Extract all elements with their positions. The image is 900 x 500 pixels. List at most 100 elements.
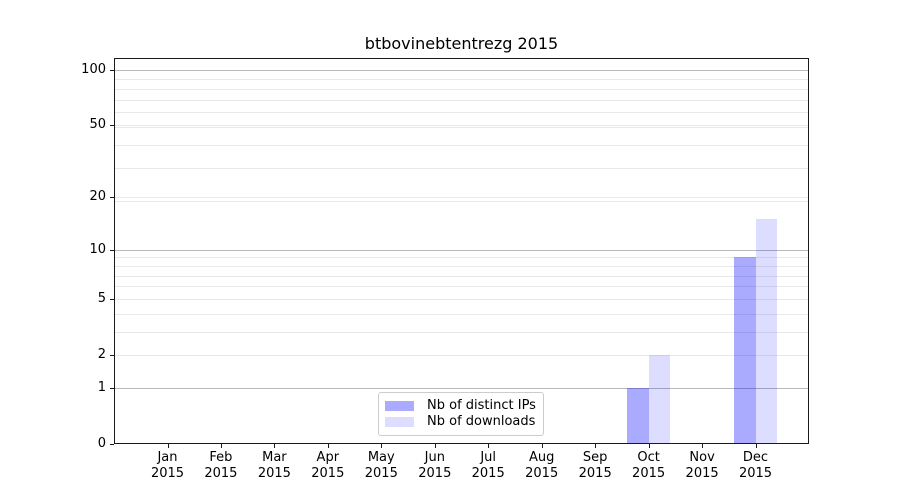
legend-label-distinct-ips: Nb of distinct IPs: [427, 398, 536, 413]
x-tick-label-year: 2015: [257, 466, 291, 481]
x-tick-mark: [541, 444, 543, 448]
x-tick-label: Jun 2015: [390, 450, 480, 482]
legend-item-distinct-ips: Nb of distinct IPs: [385, 398, 536, 414]
x-tick-label-year: 2015: [685, 466, 719, 481]
bars-layer: [115, 59, 808, 443]
x-tick-mark: [434, 444, 436, 448]
x-tick-label: Nov 2015: [657, 450, 747, 482]
x-tick-label: Apr 2015: [283, 450, 373, 482]
legend-swatch-downloads: [385, 417, 414, 427]
minor-gridline: [115, 201, 808, 203]
x-tick-label-year: 2015: [471, 466, 505, 481]
x-tick-label-month: Oct: [637, 450, 660, 465]
x-tick-label-month: Dec: [742, 450, 769, 465]
bar-downloads: [755, 219, 777, 443]
x-tick-label: Dec 2015: [711, 450, 801, 482]
x-tick-mark: [327, 444, 329, 448]
minor-gridline: [115, 168, 808, 170]
x-tick-mark: [167, 444, 169, 448]
minor-gridline: [115, 257, 808, 259]
major-gridline: [115, 355, 808, 356]
x-tick-label-year: 2015: [632, 466, 666, 481]
minor-gridline: [115, 112, 808, 114]
x-tick-label-month: Aug: [528, 450, 555, 465]
x-tick-label-year: 2015: [418, 466, 452, 481]
x-tick-label-month: Apr: [316, 450, 340, 465]
y-tick-mark: [110, 125, 114, 127]
bar-downloads: [648, 355, 670, 443]
x-tick-label-year: 2015: [311, 466, 345, 481]
y-tick-label: 20: [89, 189, 106, 205]
y-tick-mark: [110, 70, 114, 71]
x-tick-label: May 2015: [336, 450, 426, 482]
chart-title: btbovinebtentrezg 2015: [364, 34, 559, 53]
y-tick-label: 100: [81, 62, 106, 77]
bar-distinct-ips: [734, 257, 756, 443]
x-tick-label: Jan 2015: [123, 450, 213, 482]
major-gridline: [115, 70, 808, 71]
x-tick-mark: [220, 444, 222, 448]
y-tick-mark: [110, 197, 114, 199]
x-tick-label: Sep 2015: [550, 450, 640, 482]
x-tick-label-year: 2015: [578, 466, 612, 481]
y-tick-label: 50: [89, 117, 106, 133]
major-gridline: [115, 298, 808, 300]
x-tick-mark: [488, 444, 490, 448]
y-tick-mark: [110, 444, 114, 445]
y-tick-mark: [110, 298, 114, 300]
x-tick-mark: [274, 444, 276, 448]
minor-gridline: [115, 265, 808, 267]
major-gridline: [115, 249, 808, 251]
minor-gridline: [115, 127, 808, 128]
x-tick-mark: [595, 444, 597, 448]
x-tick-label-year: 2015: [738, 466, 773, 481]
x-tick-label-month: Sep: [582, 450, 608, 465]
y-tick-mark: [110, 249, 114, 251]
major-gridline: [115, 387, 808, 389]
x-tick-mark: [702, 444, 704, 448]
x-tick-mark: [755, 444, 757, 448]
x-tick-label-year: 2015: [150, 466, 185, 481]
x-tick-label-month: May: [367, 450, 395, 465]
y-tick-label: 10: [89, 241, 106, 257]
bar-distinct-ips: [627, 387, 649, 443]
x-tick-label-month: Jun: [424, 450, 445, 465]
y-tick-label: 2: [97, 347, 106, 362]
x-tick-label: Oct 2015: [604, 450, 694, 482]
x-tick-mark: [648, 444, 650, 448]
x-tick-label-year: 2015: [204, 466, 238, 481]
x-tick-label-month: Jul: [480, 450, 497, 465]
x-tick-label-month: Mar: [262, 450, 287, 465]
minor-gridline: [115, 286, 808, 288]
x-tick-label: Jul 2015: [443, 450, 533, 482]
minor-gridline: [115, 79, 808, 81]
minor-gridline: [115, 313, 808, 315]
y-tick-label: 1: [97, 379, 106, 395]
x-tick-label-month: Feb: [209, 450, 233, 465]
minor-gridline: [115, 99, 808, 101]
y-tick-label: 5: [97, 290, 106, 306]
x-tick-label: Aug 2015: [497, 450, 587, 482]
major-gridline: [115, 197, 808, 199]
x-tick-label-year: 2015: [364, 466, 398, 481]
y-tick-label: 0: [97, 436, 106, 451]
minor-gridline: [115, 331, 808, 333]
x-tick-label-month: Jan: [157, 450, 178, 465]
major-gridline: [115, 125, 808, 127]
legend: Nb of distinct IPs Nb of downloads: [378, 392, 544, 436]
x-tick-label-month: Nov: [689, 450, 715, 465]
legend-item-downloads: Nb of downloads: [385, 414, 535, 430]
x-tick-label: Feb 2015: [176, 450, 266, 482]
x-tick-label-year: 2015: [525, 466, 559, 481]
x-tick-mark: [381, 444, 383, 448]
minor-gridline: [115, 88, 808, 90]
y-tick-mark: [110, 387, 114, 389]
grid-layer: [115, 59, 808, 443]
minor-gridline: [115, 145, 808, 147]
legend-label-downloads: Nb of downloads: [427, 414, 536, 429]
minor-gridline: [115, 275, 808, 277]
legend-swatch-distinct-ips: [385, 401, 414, 411]
y-tick-mark: [110, 355, 114, 356]
plot-area: [114, 58, 809, 444]
